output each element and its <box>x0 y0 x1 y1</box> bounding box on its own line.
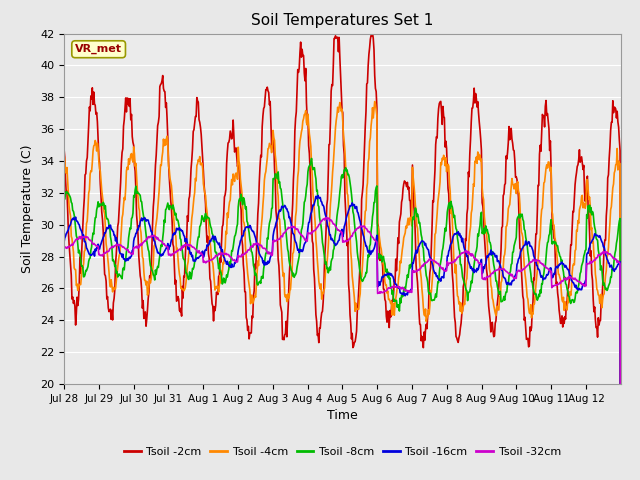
Tsoil -4cm <box>228 177 236 182</box>
Line: Tsoil -8cm: Tsoil -8cm <box>64 158 621 480</box>
Tsoil -16cm <box>276 208 284 214</box>
Text: VR_met: VR_met <box>75 44 122 54</box>
Tsoil -16cm <box>314 192 322 198</box>
Line: Tsoil -2cm: Tsoil -2cm <box>64 33 621 480</box>
Tsoil -4cm <box>125 161 133 167</box>
Tsoil -32cm <box>432 260 440 265</box>
Tsoil -16cm <box>60 240 68 245</box>
Tsoil -2cm <box>276 302 284 308</box>
Tsoil -32cm <box>228 255 236 261</box>
Tsoil -32cm <box>276 235 284 240</box>
Tsoil -16cm <box>125 254 133 260</box>
Tsoil -2cm <box>401 178 408 184</box>
Tsoil -32cm <box>255 241 263 247</box>
Tsoil -8cm <box>276 185 284 191</box>
Tsoil -8cm <box>228 248 236 253</box>
Tsoil -32cm <box>125 249 133 255</box>
Line: Tsoil -4cm: Tsoil -4cm <box>64 102 621 480</box>
Tsoil -2cm <box>432 142 440 147</box>
Tsoil -8cm <box>308 156 316 161</box>
Tsoil -2cm <box>369 30 376 36</box>
Tsoil -4cm <box>432 230 440 236</box>
Y-axis label: Soil Temperature (C): Soil Temperature (C) <box>22 144 35 273</box>
Legend: Tsoil -2cm, Tsoil -4cm, Tsoil -8cm, Tsoil -16cm, Tsoil -32cm: Tsoil -2cm, Tsoil -4cm, Tsoil -8cm, Tsoi… <box>120 442 565 461</box>
Tsoil -16cm <box>401 292 408 298</box>
Tsoil -4cm <box>371 99 378 105</box>
Tsoil -8cm <box>255 279 263 285</box>
Tsoil -32cm <box>401 287 408 293</box>
Tsoil -4cm <box>255 247 263 253</box>
Tsoil -8cm <box>125 230 133 236</box>
Tsoil -16cm <box>228 261 236 267</box>
X-axis label: Time: Time <box>327 409 358 422</box>
Line: Tsoil -16cm: Tsoil -16cm <box>64 195 621 480</box>
Tsoil -16cm <box>432 270 440 276</box>
Tsoil -8cm <box>401 284 408 290</box>
Tsoil -32cm <box>60 245 68 251</box>
Tsoil -4cm <box>276 229 284 235</box>
Tsoil -2cm <box>125 104 133 109</box>
Line: Tsoil -32cm: Tsoil -32cm <box>64 217 621 480</box>
Tsoil -32cm <box>322 215 330 220</box>
Tsoil -2cm <box>255 179 263 185</box>
Tsoil -4cm <box>60 153 68 158</box>
Tsoil -8cm <box>60 196 68 202</box>
Tsoil -2cm <box>60 145 68 151</box>
Title: Soil Temperatures Set 1: Soil Temperatures Set 1 <box>252 13 433 28</box>
Tsoil -4cm <box>401 232 408 238</box>
Tsoil -2cm <box>228 136 236 142</box>
Tsoil -16cm <box>255 251 263 256</box>
Tsoil -8cm <box>432 291 440 297</box>
